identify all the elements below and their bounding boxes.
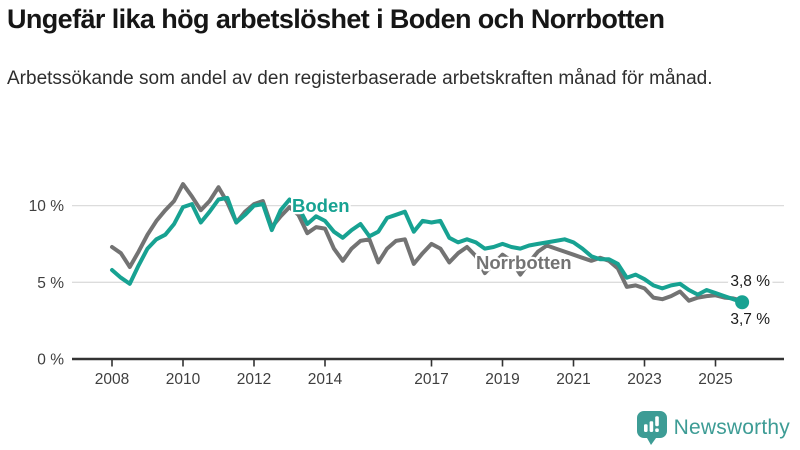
boden-end-dot (735, 295, 750, 310)
x-axis-label-2008: 2008 (95, 371, 129, 388)
x-axis-label-2014: 2014 (308, 371, 343, 388)
newsworthy-icon (636, 411, 667, 445)
y-axis-label-5: 5 % (37, 275, 64, 292)
x-axis-label-2012: 2012 (237, 371, 271, 388)
x-axis-label-2017: 2017 (414, 371, 448, 388)
x-axis-label-2021: 2021 (556, 371, 590, 388)
newsworthy-logo[interactable]: Newsworthy (636, 410, 790, 446)
x-axis-label-2019: 2019 (485, 371, 519, 388)
newsworthy-wordmark: Newsworthy (673, 416, 790, 439)
chart-subtitle: Arbetssökande som andel av den registerb… (7, 68, 713, 89)
x-axis-label-2023: 2023 (627, 371, 661, 388)
boden-line (110, 195, 745, 305)
boden-end-value: 3,7 % (730, 311, 770, 328)
norrbotten-line (110, 182, 745, 303)
chart-title: Ungefär lika hög arbetslöshet i Boden oc… (7, 4, 665, 34)
boden-series-label: Boden (292, 195, 350, 216)
norrbotten-series-label: Norrbotten (476, 252, 572, 273)
y-axis-label-0: 0 % (37, 352, 64, 369)
y-axis-label-10: 10 % (29, 198, 65, 215)
x-axis-label-2025: 2025 (698, 371, 732, 388)
norrbotten-end-value: 3,8 % (730, 273, 770, 290)
x-axis-label-2010: 2010 (166, 371, 201, 388)
